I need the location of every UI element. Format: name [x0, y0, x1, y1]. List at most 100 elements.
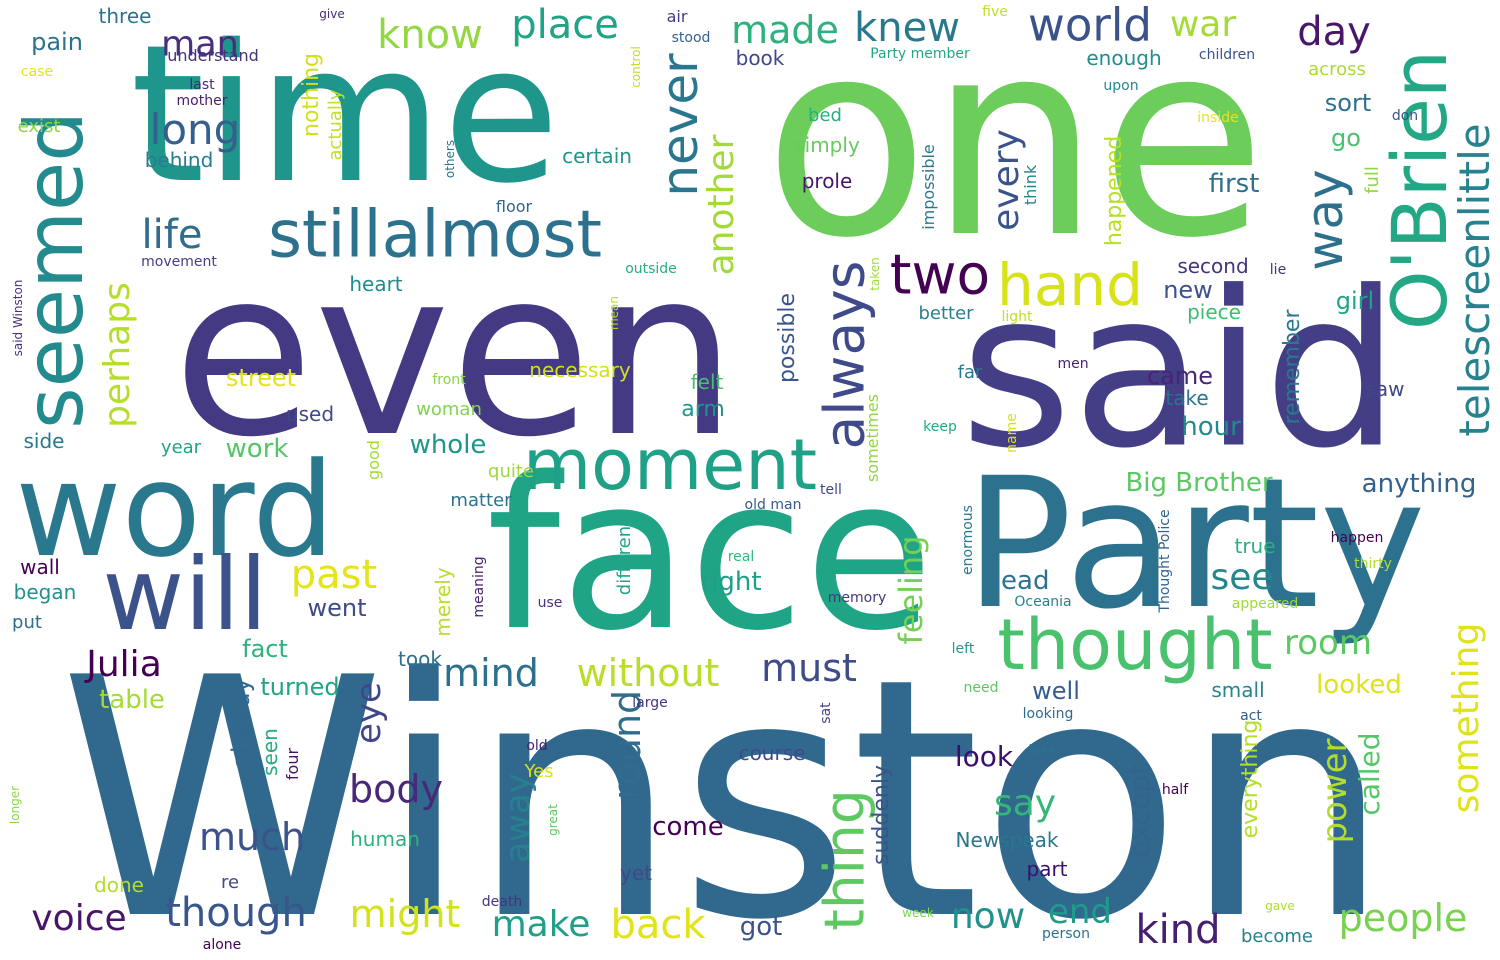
cloud-word-keep: keep — [923, 419, 957, 435]
cloud-word-though: though — [165, 890, 307, 936]
cloud-word-looked: looked — [1316, 670, 1402, 700]
cloud-word-oceania: Oceania — [1014, 594, 1072, 610]
cloud-word-party-member: Party member — [870, 46, 970, 62]
cloud-word-man: man — [161, 24, 239, 65]
cloud-word-take: take — [1165, 386, 1209, 410]
cloud-word-big-brother: Big Brother — [1125, 468, 1273, 498]
cloud-word-place: place — [511, 2, 619, 48]
cloud-word-end: end — [1047, 892, 1113, 932]
cloud-word-meaning: meaning — [471, 556, 487, 618]
cloud-word-hour: hour — [1181, 412, 1241, 442]
cloud-word-upon: upon — [1103, 78, 1139, 94]
cloud-word-exist: exist — [17, 116, 61, 137]
cloud-word-telescreenlittle: telescreenlittle — [1450, 123, 1499, 437]
cloud-word-last: last — [189, 77, 215, 93]
cloud-word-necessary: necessary — [529, 358, 631, 382]
cloud-word-well: well — [1032, 677, 1080, 705]
cloud-word-past: past — [290, 552, 378, 598]
cloud-word-taken: taken — [868, 257, 882, 291]
cloud-word-air: air — [666, 7, 688, 26]
cloud-word-longer: longer — [8, 785, 22, 825]
cloud-word-others: others — [443, 139, 457, 179]
cloud-word-death: death — [481, 894, 523, 910]
cloud-word-sat: sat — [818, 702, 834, 724]
cloud-word-room: room — [1284, 623, 1372, 663]
cloud-word-said: said — [960, 244, 1400, 496]
cloud-word-seen: seen — [258, 728, 282, 776]
cloud-word-word: word — [15, 434, 335, 586]
cloud-word-become: become — [1240, 926, 1314, 947]
cloud-word-everything: everything — [1238, 719, 1263, 839]
cloud-word-bed: bed — [808, 105, 842, 126]
cloud-word-body: body — [349, 767, 443, 811]
cloud-word-think: think — [1021, 164, 1040, 206]
cloud-word-light: light — [1001, 309, 1033, 325]
cloud-word-another: another — [701, 134, 742, 276]
cloud-word-called: called — [1353, 732, 1386, 816]
cloud-word-woman: woman — [416, 399, 482, 420]
cloud-word-right: right — [700, 567, 762, 597]
cloud-word-done: done — [94, 873, 144, 897]
cloud-word-good: good — [364, 440, 383, 480]
cloud-word-old: old — [526, 738, 548, 754]
cloud-word-possible: possible — [775, 292, 800, 384]
cloud-word-sometimes: sometimes — [863, 393, 882, 483]
cloud-word-turned: turned — [260, 673, 340, 701]
cloud-word-said-winston: said Winston — [11, 279, 25, 357]
cloud-word-power: power — [1315, 738, 1355, 844]
cloud-word-mean: mean — [607, 295, 621, 331]
cloud-word-prole: prole — [801, 169, 853, 193]
cloud-word-gave: gave — [1265, 899, 1295, 913]
cloud-word-full: full — [1362, 166, 1383, 194]
cloud-word-must: must — [761, 646, 857, 690]
cloud-word-lie: lie — [1269, 262, 1287, 278]
cloud-word-perhaps: perhaps — [97, 282, 138, 428]
cloud-word-winston: Winston — [58, 608, 1392, 960]
cloud-word-without: without — [576, 651, 720, 695]
cloud-word-need: need — [963, 680, 999, 696]
cloud-word-understand: understand — [167, 46, 259, 65]
cloud-word-go: go — [1331, 124, 1361, 152]
cloud-word-floor: floor — [495, 197, 533, 216]
cloud-word-took: took — [398, 647, 442, 671]
cloud-word-three: three — [98, 4, 152, 28]
cloud-word-act: act — [1240, 708, 1262, 724]
cloud-word-went: went — [307, 594, 367, 622]
cloud-word-case: case — [20, 64, 54, 80]
cloud-word-one: one — [763, 0, 1267, 297]
cloud-word-use: use — [537, 595, 563, 611]
cloud-word-knew: knew — [854, 5, 960, 51]
cloud-word-don: don — [1391, 108, 1419, 124]
cloud-word-first: first — [1208, 169, 1260, 199]
cloud-word-look: look — [954, 740, 1014, 773]
cloud-word-julia: Julia — [86, 644, 162, 685]
cloud-word-yes: Yes — [524, 761, 554, 782]
cloud-word-yet: yet — [620, 861, 652, 885]
cloud-word-better: better — [918, 303, 974, 324]
cloud-word-inside: inside — [1197, 110, 1239, 126]
cloud-word-thought-police: Thought Police — [1157, 509, 1173, 613]
cloud-word-thirty: thirty — [1354, 556, 1392, 572]
cloud-word-appeared: appeared — [1231, 596, 1299, 612]
cloud-word-newspeak: Newspeak — [955, 828, 1059, 852]
cloud-word-merely: merely — [431, 567, 455, 637]
cloud-word-less: less — [1028, 743, 1056, 759]
cloud-word-know: know — [377, 12, 483, 58]
cloud-word-behind: behind — [144, 148, 214, 172]
cloud-word-will: will — [102, 536, 268, 653]
cloud-word-different: different — [614, 518, 635, 596]
cloud-word-whole: whole — [409, 430, 487, 460]
cloud-word-feeling: feeling — [892, 535, 930, 645]
cloud-word-used: used — [285, 402, 335, 426]
cloud-word-thought: thought — [997, 604, 1273, 686]
cloud-word-felt: felt — [690, 370, 724, 394]
cloud-word-new: new — [1163, 276, 1213, 304]
cloud-word-table: table — [99, 685, 165, 715]
cloud-word-piece: piece — [1187, 300, 1241, 324]
cloud-word-half: half — [1161, 782, 1189, 798]
cloud-word-certain: certain — [562, 144, 632, 168]
cloud-word-hand: hand — [997, 251, 1143, 319]
cloud-word-large: large — [632, 695, 668, 711]
cloud-word-already: already — [227, 678, 255, 768]
